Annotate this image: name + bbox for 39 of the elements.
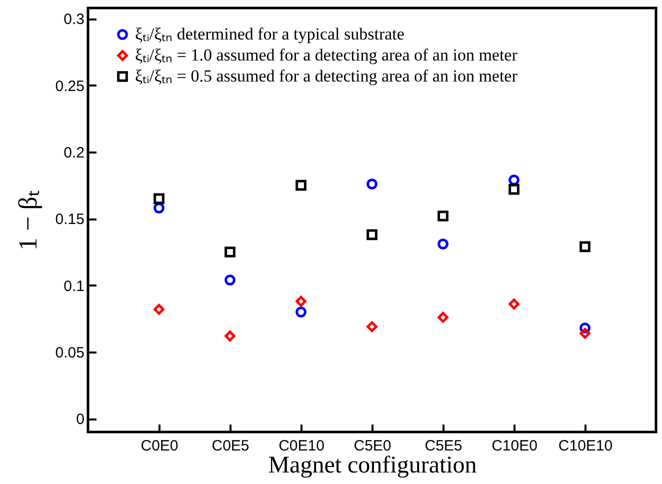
x-tick-label: C0E10 (278, 438, 324, 454)
point (508, 174, 520, 186)
point (154, 304, 164, 315)
point (580, 241, 590, 252)
y-tick-label: 0.15 (55, 211, 84, 228)
x-axis-title: Magnet configuration (268, 452, 477, 478)
x-tick-label: C5E0 (354, 438, 392, 454)
point (508, 298, 520, 310)
x-tick-label: C0E0 (140, 438, 178, 454)
point (438, 312, 448, 323)
y-axis-title: 1 − βₜ (13, 190, 42, 250)
point (438, 238, 448, 250)
point (366, 321, 378, 332)
point (296, 180, 306, 191)
point (154, 202, 164, 214)
legend-label: ξₜᵢ/ξₜₙ = 0.5 assumed for a detecting area of an ion meter (135, 66, 518, 86)
y-tick-label: 0.1 (64, 278, 84, 295)
x-tick-label: C5E5 (424, 438, 462, 454)
x-tick-label: C10E10 (558, 438, 613, 454)
y-tick-label: 0.05 (55, 344, 84, 362)
point (296, 306, 306, 318)
point (224, 330, 236, 342)
y-tick-label: 0.2 (64, 144, 84, 162)
point (438, 210, 448, 222)
point (154, 193, 164, 204)
y-tick-label: 0.3 (64, 11, 84, 28)
legend-label: ξₜᵢ/ξₜₙ = 1.0 assumed for a detecting area of an ion meter (135, 46, 518, 64)
y-tick-label: 0 (76, 411, 84, 428)
point (366, 229, 378, 240)
point (296, 296, 306, 307)
point (224, 246, 236, 258)
legend-label: ξₜᵢ/ξₜₙ determined for a typical substrate (135, 24, 404, 44)
x-tick-label: C0E5 (212, 438, 250, 454)
point (366, 178, 378, 190)
x-tick-label: C10E0 (492, 438, 538, 454)
y-tick-label: 0.25 (55, 78, 84, 95)
point (224, 274, 236, 286)
point (508, 184, 520, 195)
point (580, 328, 590, 339)
